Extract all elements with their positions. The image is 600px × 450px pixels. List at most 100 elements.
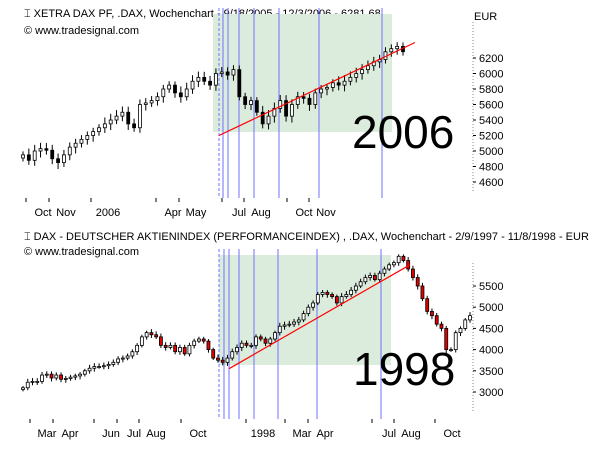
candle-body xyxy=(120,357,125,360)
candle-body xyxy=(79,138,84,144)
y-tick-label: 6200 xyxy=(479,53,503,65)
x-tick-label: Apr xyxy=(61,428,78,440)
candle-body xyxy=(290,104,294,117)
candle-body xyxy=(101,365,106,368)
y-tick-label: 5400 xyxy=(479,115,503,127)
candle-body xyxy=(334,296,339,304)
candle-body xyxy=(392,262,396,266)
candle-body xyxy=(266,115,271,125)
candle-body xyxy=(336,82,341,86)
candle-body xyxy=(272,107,277,117)
candle-body xyxy=(230,351,235,359)
x-tick-label: May xyxy=(186,207,207,219)
candle-body xyxy=(287,323,292,326)
candle-body xyxy=(62,154,66,164)
candle-body xyxy=(301,96,306,99)
candle-body xyxy=(307,97,312,105)
x-tick-label: Oct xyxy=(295,207,312,219)
candle-body xyxy=(168,344,173,348)
candle-body xyxy=(143,102,148,105)
candle-body xyxy=(325,87,329,90)
candle-body xyxy=(296,319,301,323)
candle-body xyxy=(311,302,315,308)
candle-body xyxy=(21,154,25,159)
candle-body xyxy=(50,149,55,160)
candle-body xyxy=(214,73,218,86)
candle-body xyxy=(458,327,463,334)
candle-body xyxy=(263,338,268,344)
chart2-trendline xyxy=(228,264,411,370)
candle-body xyxy=(313,92,318,105)
candle-body xyxy=(102,123,107,129)
candle-body xyxy=(54,374,59,379)
candle-body xyxy=(366,65,370,71)
candle-body xyxy=(97,127,101,133)
candle-body xyxy=(420,285,425,300)
candle-body xyxy=(40,374,44,382)
candle-body xyxy=(282,324,287,327)
candle-body xyxy=(30,380,35,383)
candle-body xyxy=(249,344,254,347)
candle-body xyxy=(319,88,324,94)
candle-body xyxy=(149,332,154,336)
y-tick-label: 5500 xyxy=(479,281,503,293)
candle-body xyxy=(167,84,172,90)
candle-body xyxy=(138,104,142,129)
candle-body xyxy=(163,344,168,348)
candle-body xyxy=(453,332,458,351)
candle-body xyxy=(339,296,344,304)
candle-body xyxy=(306,306,311,314)
candle-body xyxy=(161,88,166,98)
candle-body xyxy=(377,272,382,281)
candle-body xyxy=(73,375,78,378)
candle-body xyxy=(389,48,394,53)
candle-icon: ⌶ xyxy=(24,231,34,243)
x-tick-label: 1998 xyxy=(251,428,275,440)
x-tick-label: Oct xyxy=(34,207,51,219)
candle-body xyxy=(425,298,430,312)
candle-body xyxy=(111,361,116,365)
candle-body xyxy=(56,158,60,164)
candle-body xyxy=(91,131,96,136)
y-tick-label: 5200 xyxy=(479,131,503,143)
candle-body xyxy=(154,334,159,338)
y-tick-label: 4500 xyxy=(479,323,503,335)
x-tick-label: Mar xyxy=(38,428,57,440)
candle-body xyxy=(401,255,406,261)
candle-body xyxy=(116,358,121,363)
candle-icon: ⌶ xyxy=(24,8,34,20)
candle-body xyxy=(244,342,249,346)
candle-body xyxy=(249,100,253,105)
candle-body xyxy=(82,370,87,375)
candle-body xyxy=(216,357,220,361)
y-tick-label: 5000 xyxy=(479,302,503,314)
candle-body xyxy=(368,274,373,278)
chart2-shaded-region xyxy=(219,255,391,365)
candle-body xyxy=(97,366,101,368)
candle-body xyxy=(196,76,201,82)
candle-body xyxy=(87,367,92,372)
candle-body xyxy=(25,381,30,389)
candle-body xyxy=(44,373,49,376)
candle-body xyxy=(44,148,49,151)
candle-body xyxy=(85,135,90,140)
chart1-unit: EUR xyxy=(474,11,498,23)
y-tick-label: 4600 xyxy=(479,177,503,189)
chart2-year-annotation: 1998 xyxy=(353,343,455,395)
x-tick-label: Nov xyxy=(56,207,76,219)
x-tick-label: Apr xyxy=(316,428,333,440)
candle-body xyxy=(190,80,195,90)
candle-body xyxy=(26,154,31,161)
y-tick-label: 5000 xyxy=(479,146,503,158)
x-tick-label: Aug xyxy=(251,207,271,219)
candle-body xyxy=(225,71,230,76)
candle-body xyxy=(411,268,415,278)
candle-body xyxy=(114,115,119,121)
candle-body xyxy=(178,92,183,98)
candle-body xyxy=(149,100,154,104)
candle-body xyxy=(178,347,182,353)
candle-body xyxy=(278,100,283,109)
candle-body xyxy=(67,146,72,156)
